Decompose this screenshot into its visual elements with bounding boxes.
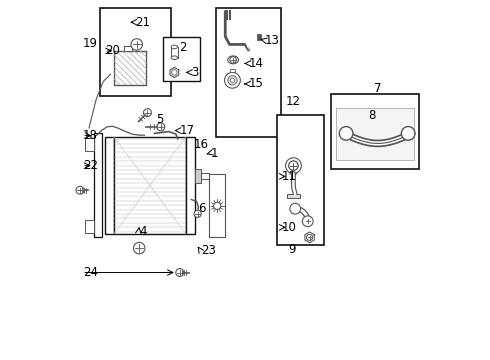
Circle shape <box>289 161 298 170</box>
Bar <box>95 134 101 237</box>
Circle shape <box>224 72 240 88</box>
Text: 7: 7 <box>374 82 382 95</box>
Text: 18: 18 <box>83 129 98 142</box>
Circle shape <box>289 161 298 170</box>
Text: 6: 6 <box>197 202 205 215</box>
Circle shape <box>307 234 313 240</box>
Circle shape <box>157 123 165 131</box>
Circle shape <box>307 234 313 240</box>
Text: 4: 4 <box>139 225 147 238</box>
Ellipse shape <box>171 45 177 49</box>
Text: 17: 17 <box>180 124 195 137</box>
Circle shape <box>176 269 184 276</box>
Bar <box>186 137 195 234</box>
Bar <box>230 69 235 72</box>
Bar <box>114 51 147 85</box>
Text: 16: 16 <box>194 138 209 150</box>
Text: 22: 22 <box>83 159 98 172</box>
Text: 14: 14 <box>248 57 263 70</box>
Circle shape <box>401 127 415 140</box>
Circle shape <box>228 76 237 85</box>
Text: 12: 12 <box>286 95 300 108</box>
Circle shape <box>133 242 145 254</box>
Bar <box>100 8 172 96</box>
Text: 24: 24 <box>83 266 98 279</box>
Circle shape <box>302 216 313 226</box>
Text: 1: 1 <box>211 147 219 159</box>
Bar <box>201 173 209 179</box>
Text: 2: 2 <box>179 41 186 54</box>
Circle shape <box>339 127 353 140</box>
Bar <box>114 137 186 234</box>
Circle shape <box>286 158 301 174</box>
Ellipse shape <box>171 56 177 59</box>
Text: 23: 23 <box>201 244 216 257</box>
Text: 3: 3 <box>191 66 198 79</box>
Circle shape <box>144 109 151 117</box>
Text: 19: 19 <box>83 37 98 50</box>
Bar <box>163 37 200 81</box>
Text: 10: 10 <box>281 221 296 234</box>
Bar <box>171 47 177 58</box>
Bar <box>105 137 114 234</box>
Circle shape <box>214 202 221 210</box>
Bar <box>331 94 419 169</box>
Bar <box>216 8 281 137</box>
Bar <box>209 175 225 237</box>
Circle shape <box>290 203 300 214</box>
Bar <box>287 194 300 198</box>
Text: 5: 5 <box>156 113 164 126</box>
Text: 9: 9 <box>289 243 296 256</box>
Bar <box>85 220 95 233</box>
Text: 13: 13 <box>265 33 280 47</box>
Circle shape <box>194 210 201 217</box>
Bar <box>124 45 132 51</box>
Text: 21: 21 <box>136 16 150 29</box>
Text: 15: 15 <box>248 77 263 90</box>
Circle shape <box>172 69 177 75</box>
Bar <box>85 138 95 150</box>
Ellipse shape <box>228 56 239 64</box>
Bar <box>277 116 324 244</box>
Bar <box>337 108 414 160</box>
Text: 11: 11 <box>281 170 296 183</box>
Bar <box>195 168 201 183</box>
Circle shape <box>305 219 311 224</box>
Circle shape <box>131 39 143 50</box>
Text: 20: 20 <box>105 44 120 57</box>
Circle shape <box>342 130 350 137</box>
Circle shape <box>404 130 412 137</box>
Circle shape <box>230 57 236 63</box>
Ellipse shape <box>290 171 297 175</box>
Circle shape <box>230 78 235 82</box>
Text: 8: 8 <box>368 109 376 122</box>
Circle shape <box>76 186 84 194</box>
